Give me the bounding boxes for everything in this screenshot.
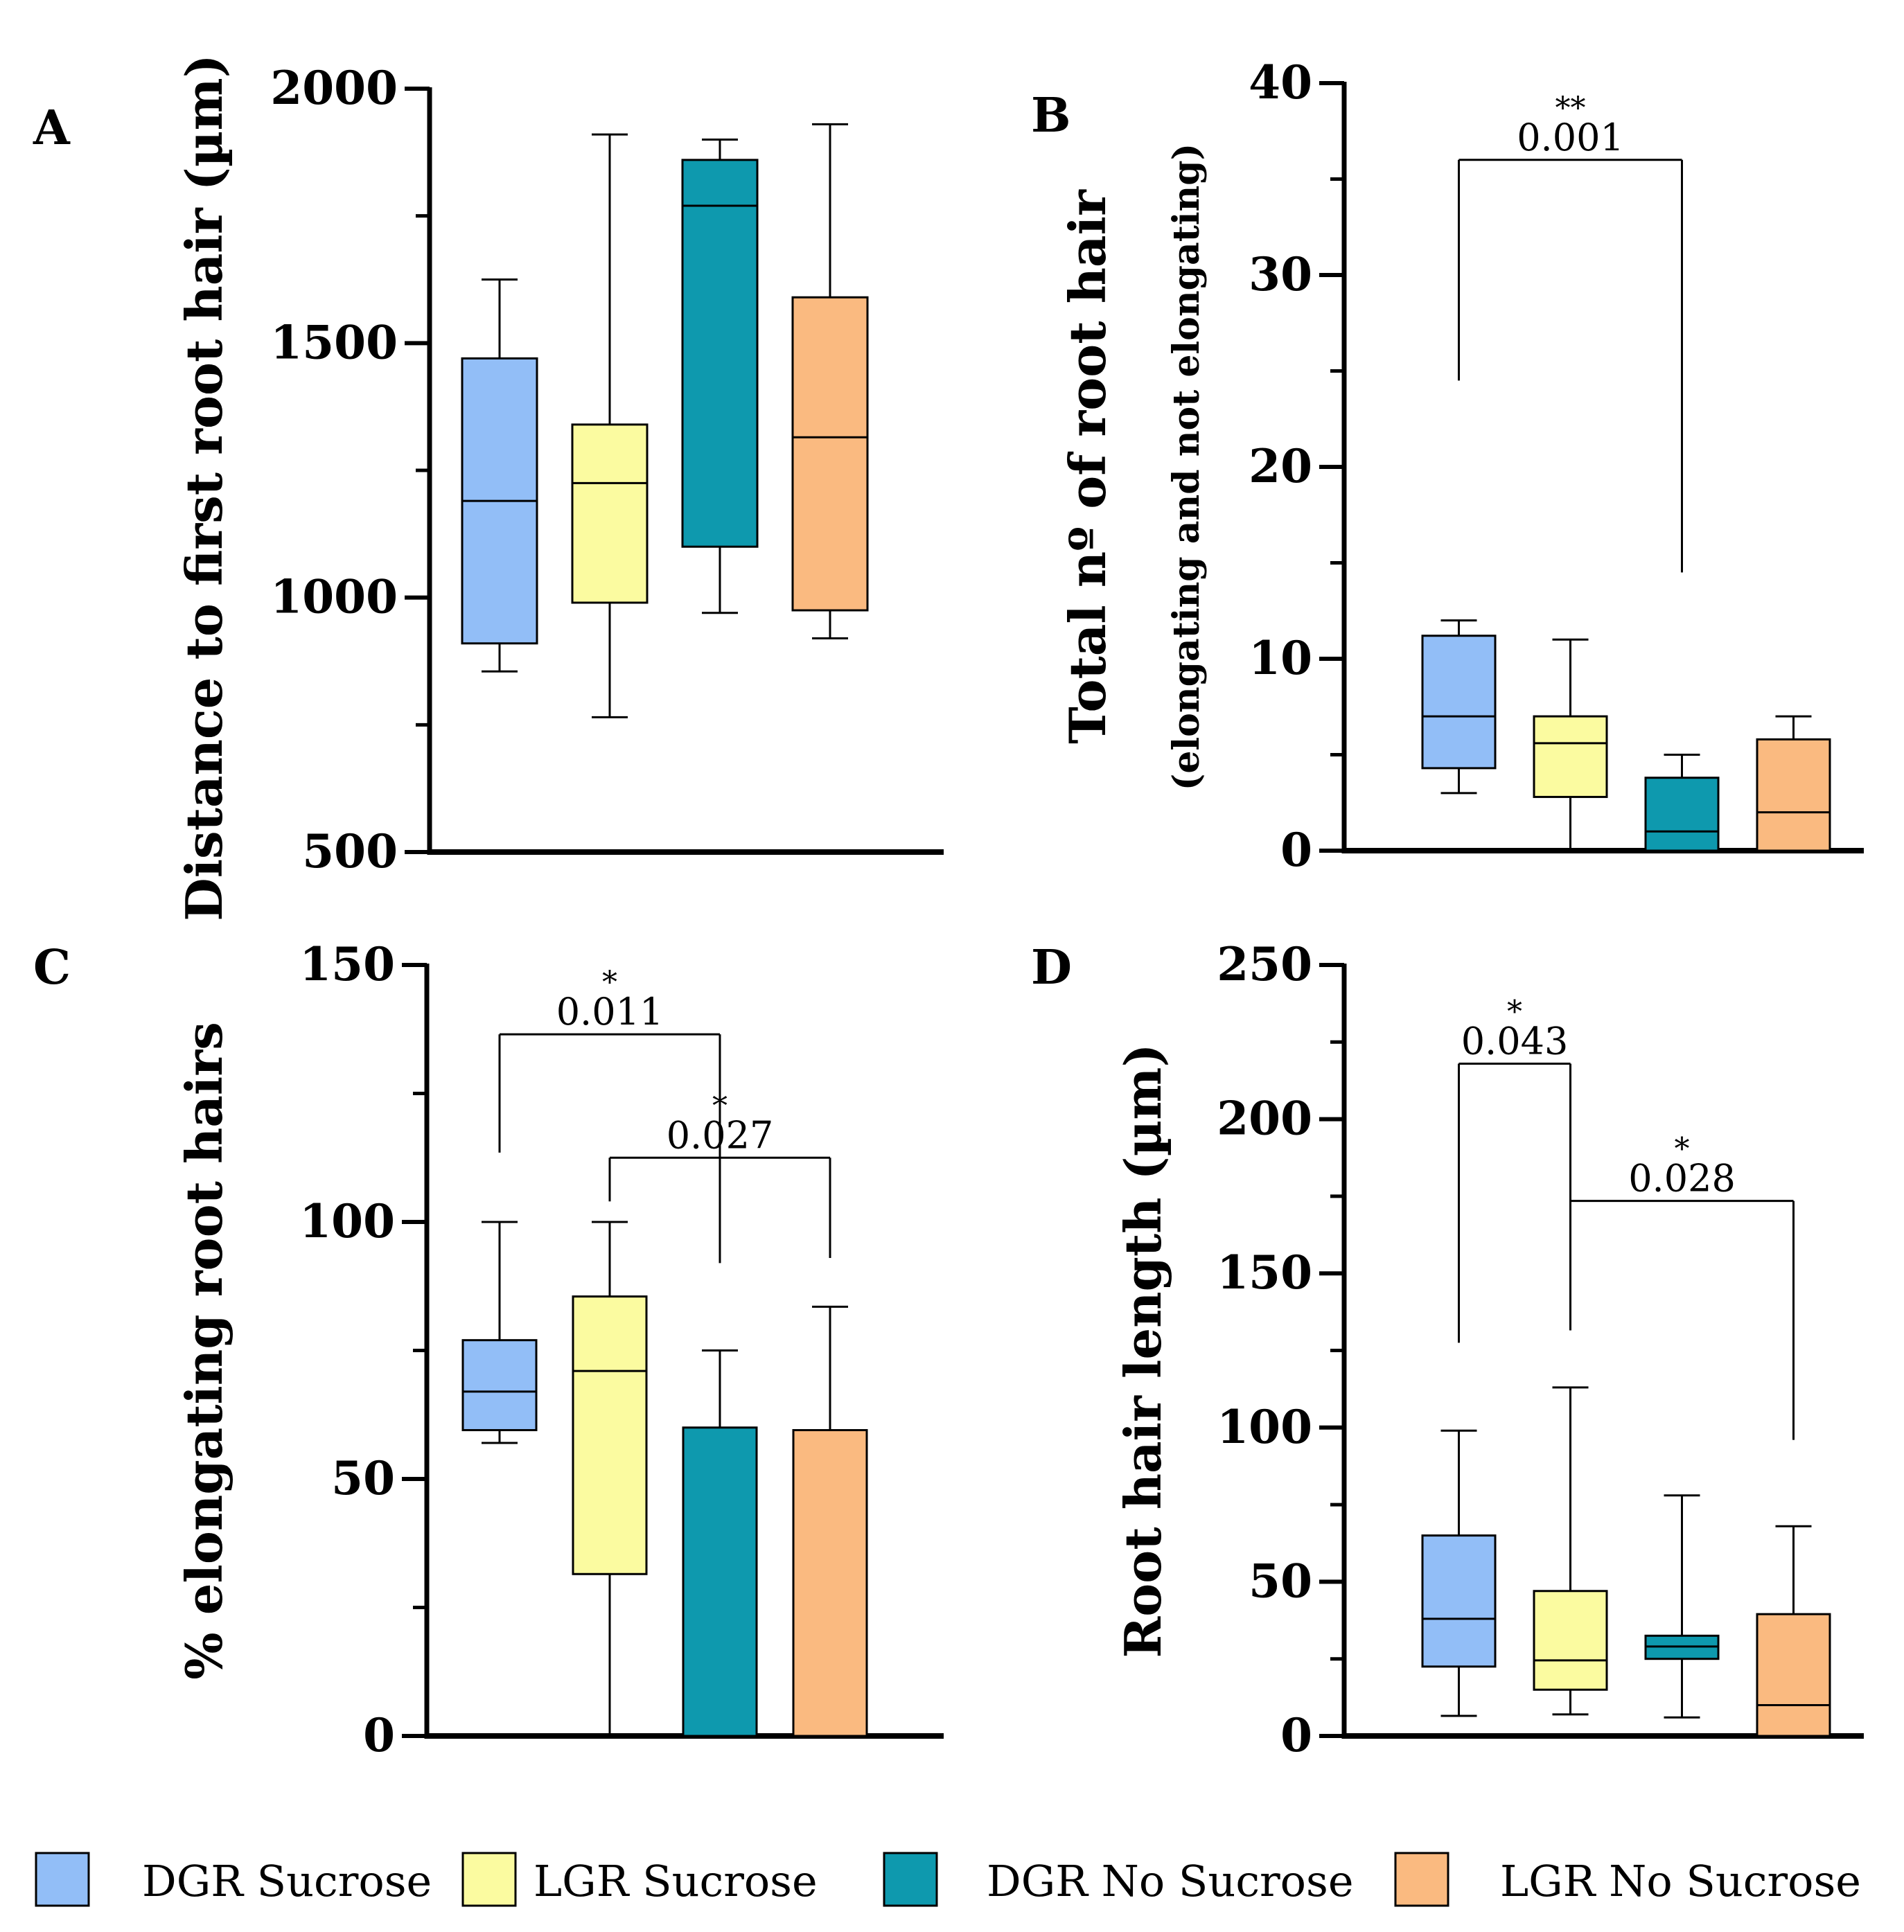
box-iqr [1644,777,1720,852]
panel-b: B 0 10 20 30 40 Total nº of root hair (elongati… [1031,55,1864,877]
box-dgr-sucrose [461,278,538,673]
significance-bracket-1: 0.001** [1458,91,1683,573]
box-lgr-sucrose [1533,1386,1608,1716]
box-dgr-no-sucrose [1644,754,1720,852]
legend-swatch [461,1852,517,1907]
panel-letter: D [1031,940,1072,995]
y-tick-label: 150 [1217,1246,1312,1300]
p-value-label: 0.027 [667,1113,774,1157]
panel-letter: C [33,940,71,995]
box-lgr-sucrose [572,1221,648,1737]
legend-item-lgr-no-sucrose: LGR No Sucrose [1394,1852,1861,1907]
legend-label: DGR No Sucrose [987,1856,1354,1906]
y-tick-label: 1000 [270,570,398,624]
significance-stars: * [1675,1132,1690,1167]
y-axis-sublabel: (elongating and not elongating) [1165,143,1208,791]
box-dgr-sucrose [1421,1429,1497,1717]
box-dgr-no-sucrose [1644,1494,1720,1719]
box-iqr [1533,1590,1608,1691]
significance-stars: * [1507,994,1522,1029]
legend-swatch [35,1852,90,1907]
box-iqr [792,1429,868,1737]
box-iqr [571,423,649,604]
box-dgr-sucrose [461,1221,538,1444]
legend-label: DGR Sucrose [142,1856,432,1906]
significance-bracket-1: 0.043* [1458,994,1571,1343]
panel-d: D 0 50 100 150 200 250 Root hair length (µm) 0.0… [1031,937,1864,1762]
panel-letter: B [1031,88,1070,143]
box-iqr [1756,1613,1831,1737]
significance-bracket-2: 0.027* [608,1088,831,1258]
y-axis-label: % elongating root hairs [175,1022,233,1680]
box-iqr [1421,1534,1497,1668]
box-lgr-no-sucrose [791,123,869,639]
y-tick-label: 0 [363,1708,395,1762]
p-value-label: 0.001 [1517,116,1624,159]
p-value-label: 0.043 [1461,1019,1569,1063]
legend: DGR Sucrose LGR Sucrose DGR No Sucrose LGR … [35,1852,1861,1907]
p-value-label: 0.011 [556,990,664,1034]
legend-swatch [883,1852,938,1907]
y-tick-label: 40 [1249,55,1312,109]
box-lgr-sucrose [1533,638,1608,852]
significance-stars: * [602,965,617,1000]
y-tick-label: 0 [1280,823,1312,877]
box-lgr-no-sucrose [1756,715,1831,852]
box-dgr-no-sucrose [682,1349,758,1737]
y-tick-label: 500 [302,824,398,878]
y-tick-label: 50 [331,1451,395,1505]
box-iqr [681,159,759,548]
box-lgr-sucrose [571,133,649,718]
y-tick-label: 30 [1249,247,1312,301]
panel-a: A 500 1000 1500 2000 Distance to first root h… [33,54,944,921]
panel-letter: A [33,100,71,156]
legend-item-lgr-sucrose: LGR Sucrose [461,1852,818,1907]
box-lgr-no-sucrose [1756,1525,1831,1737]
y-tick-label: 200 [1217,1092,1312,1146]
y-tick-label: 2000 [270,61,398,115]
box-lgr-no-sucrose [792,1305,868,1737]
box-iqr [461,1339,538,1432]
y-tick-label: 1500 [270,315,398,369]
significance-bracket-1: 0.011* [498,965,721,1264]
box-iqr [1533,715,1608,798]
box-iqr [1756,738,1831,852]
y-tick-label: 150 [299,937,395,991]
y-axis-label: Distance to first root hair (µm) [175,54,233,921]
legend-item-dgr-sucrose: DGR Sucrose [35,1852,432,1907]
y-tick-label: 250 [1217,937,1312,991]
legend-item-dgr-no-sucrose: DGR No Sucrose [883,1852,1354,1907]
box-dgr-no-sucrose [681,138,759,614]
box-dgr-sucrose [1421,619,1497,795]
significance-stars: * [712,1088,728,1124]
y-tick-label: 100 [299,1194,395,1248]
y-axis-label: Root hair length (µm) [1113,1043,1172,1658]
box-iqr [1421,635,1497,770]
significance-stars: ** [1555,91,1586,126]
legend-label: LGR No Sucrose [1500,1856,1861,1906]
box-iqr [791,296,869,612]
y-tick-label: 100 [1217,1400,1312,1454]
box-iqr [572,1295,648,1575]
box-iqr [682,1426,758,1737]
significance-bracket-2: 0.028* [1569,1132,1795,1440]
y-tick-label: 50 [1249,1554,1312,1608]
y-tick-label: 0 [1280,1708,1312,1762]
y-axis-label: Total nº of root hair [1058,189,1117,744]
y-tick-label: 20 [1249,439,1312,493]
legend-label: LGR Sucrose [534,1856,818,1906]
p-value-label: 0.028 [1628,1157,1736,1200]
y-tick-label: 10 [1249,631,1312,685]
legend-swatch [1394,1852,1449,1907]
